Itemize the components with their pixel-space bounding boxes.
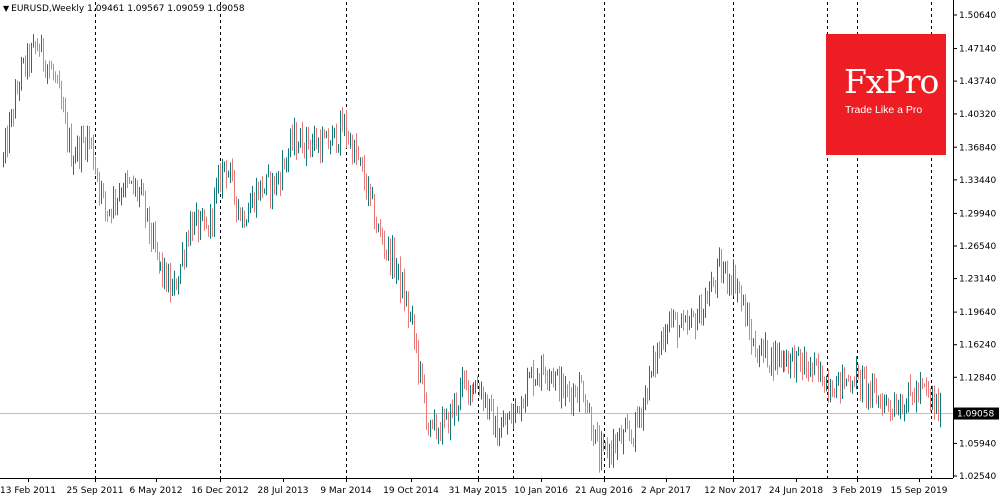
chart-header: ▼ EURUSD,Weekly 1.09461 1.09567 1.09059 1… <box>3 4 245 14</box>
x-tick-label: 12 Nov 2017 <box>704 486 762 496</box>
y-tick-label: 1.36840 <box>959 143 996 153</box>
y-tick-label: 1.12840 <box>959 373 996 383</box>
x-tick-label: 19 Oct 2014 <box>383 486 439 496</box>
y-tick-label: 1.16240 <box>959 341 996 351</box>
logo-brand: FxPro <box>844 62 939 101</box>
y-tick-label: 1.29940 <box>959 209 996 219</box>
x-tick-label: 3 Feb 2019 <box>832 486 883 496</box>
x-tick-label: 2 Apr 2017 <box>641 486 691 496</box>
x-tick-label: 21 Aug 2016 <box>575 486 633 496</box>
x-tick-label: 9 Mar 2014 <box>320 486 372 496</box>
x-tick-label: 16 Dec 2012 <box>191 486 249 496</box>
y-tick-label: 1.50640 <box>959 11 996 21</box>
ohlc-values: 1.09461 1.09567 1.09059 1.09058 <box>87 4 245 14</box>
logo-slogan: Trade Like a Pro <box>845 104 923 116</box>
x-tick-label: 6 May 2012 <box>130 486 183 496</box>
fxpro-logo: FxPro Trade Like a Pro <box>826 34 946 155</box>
dropdown-triangle-icon[interactable]: ▼ <box>3 4 10 13</box>
x-tick-label: 28 Jul 2013 <box>258 486 309 496</box>
last-price-label: 1.09058 <box>957 410 994 420</box>
y-tick-label: 1.33440 <box>959 176 996 186</box>
grid-layer <box>0 2 953 478</box>
y-tick-label: 1.23140 <box>959 275 996 285</box>
last-price-box <box>954 407 999 420</box>
x-tick-label: 13 Feb 2011 <box>0 486 56 496</box>
candles-layer <box>3 34 941 473</box>
x-tick-label: 24 Jun 2018 <box>769 486 823 496</box>
y-tick-label: 1.47140 <box>959 45 996 55</box>
x-tick-label: 10 Jan 2016 <box>514 486 568 496</box>
y-tick-label: 1.40320 <box>959 110 996 120</box>
y-tick-label: 1.05940 <box>959 439 996 449</box>
y-tick-label: 1.26540 <box>959 242 996 252</box>
x-tick-label: 31 May 2015 <box>449 486 508 496</box>
y-tick-label: 1.43740 <box>959 77 996 87</box>
x-tick-label: 25 Sep 2011 <box>66 486 123 496</box>
x-tick-label: 15 Sep 2019 <box>890 486 947 496</box>
y-tick-label: 1.19640 <box>959 308 996 318</box>
symbol-label: EURUSD,Weekly <box>11 4 85 14</box>
y-tick-label: 1.02540 <box>959 472 996 482</box>
